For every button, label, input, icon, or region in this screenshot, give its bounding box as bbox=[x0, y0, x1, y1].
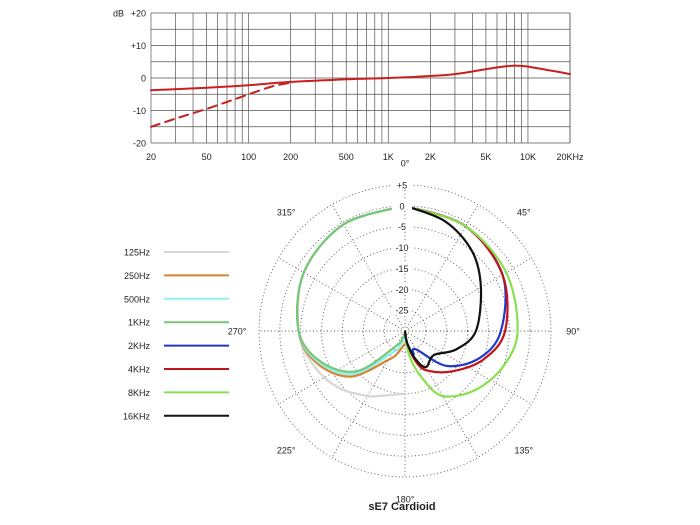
radial-tick-label: -20 bbox=[395, 285, 408, 295]
polar-series-line bbox=[403, 204, 483, 369]
frequency-response-chart: +20 +10 0 -10 -20 dB 20 50 100 200 500 1K 2K 5K 10K 20K… bbox=[113, 9, 584, 163]
frequency-tick-labels: +20 +10 0 -10 -20 dB 20 50 100 200 500 1K 2K 5K 10K 20K… bbox=[113, 9, 584, 163]
polar-ring bbox=[279, 205, 531, 457]
legend-label: 2KHz bbox=[128, 341, 151, 351]
radial-tick-bg bbox=[392, 179, 412, 190]
x-tick-label: 10K bbox=[520, 152, 536, 162]
radial-tick-bg bbox=[392, 283, 412, 295]
x-tick-label: 20 bbox=[146, 152, 156, 162]
polar-chart-title: sE7 Cardioid bbox=[368, 501, 435, 513]
polar-series-line bbox=[296, 204, 406, 398]
x-tick-label: 5K bbox=[480, 152, 491, 162]
angle-label: 45° bbox=[517, 208, 531, 218]
radial-tick-bg bbox=[392, 241, 412, 253]
x-tick-label: 50 bbox=[202, 152, 212, 162]
angle-label: 135° bbox=[514, 445, 533, 455]
series-line-solid bbox=[150, 64, 571, 92]
legend-label: 1KHz bbox=[128, 318, 151, 328]
legend-label: 125Hz bbox=[124, 248, 151, 258]
polar-series-line bbox=[295, 204, 407, 373]
x-tick-label: 1K bbox=[383, 152, 394, 162]
polar-spoke bbox=[278, 330, 406, 405]
radial-tick-label: -5 bbox=[398, 222, 406, 232]
legend-label: 250Hz bbox=[124, 271, 151, 281]
y-tick-label: 0 bbox=[141, 74, 146, 84]
frequency-series bbox=[150, 64, 571, 128]
radial-tick-label: +5 bbox=[397, 181, 407, 191]
radial-tick-label: -10 bbox=[395, 243, 408, 253]
angle-label: 180° bbox=[396, 495, 415, 505]
polar-ring bbox=[383, 309, 427, 353]
polar-pattern-chart: +5 0 -5 -10 -15 -20 -25 0° 45° 90° 135° 180° 225° 270… bbox=[228, 159, 581, 505]
angle-label: 90° bbox=[566, 327, 580, 337]
radial-tick-bg bbox=[392, 220, 412, 232]
legend-label: 8KHz bbox=[128, 388, 151, 398]
polar-spoke bbox=[404, 257, 532, 332]
series-line-dashed bbox=[150, 81, 292, 128]
radial-tick-bg bbox=[392, 199, 412, 211]
angle-label: 0° bbox=[401, 159, 410, 169]
x-tick-label: 20KHz bbox=[556, 152, 584, 162]
y-tick-label: -20 bbox=[133, 139, 146, 149]
legend-label: 500Hz bbox=[124, 294, 151, 304]
x-tick-label: 200 bbox=[283, 152, 298, 162]
polar-series-line bbox=[403, 204, 519, 398]
x-tick-label: 2K bbox=[425, 152, 436, 162]
polar-series-line bbox=[296, 204, 407, 376]
radial-tick-bg bbox=[392, 304, 412, 316]
polar-labels: +5 0 -5 -10 -15 -20 -25 0° 45° 90° 135° 180° 225° 270… bbox=[228, 159, 581, 505]
radial-tick-bg bbox=[392, 262, 412, 274]
polar-spoke bbox=[404, 204, 479, 332]
frequency-grid bbox=[150, 12, 571, 144]
radial-tick-label: 0 bbox=[399, 201, 404, 211]
radial-tick-label: -15 bbox=[395, 264, 408, 274]
radial-tick-label: -25 bbox=[395, 306, 408, 316]
x-tick-label: 100 bbox=[241, 152, 256, 162]
x-tick-label: 500 bbox=[339, 152, 354, 162]
polar-series bbox=[295, 204, 519, 398]
y-tick-label: +10 bbox=[131, 41, 146, 51]
legend-label: 4KHz bbox=[128, 365, 151, 375]
y-axis-unit-label: dB bbox=[113, 9, 124, 19]
polar-ring bbox=[258, 184, 552, 478]
angle-label: 225° bbox=[277, 445, 296, 455]
angle-label: 315° bbox=[277, 208, 296, 218]
legend-label: 16KHz bbox=[123, 411, 151, 421]
legend: 125Hz 250Hz 500Hz 1KHz 2KHz 4KHz 8KHz 16KHz bbox=[123, 248, 229, 421]
y-tick-label: +20 bbox=[131, 9, 146, 19]
y-tick-label: -10 bbox=[133, 106, 146, 116]
angle-label: 270° bbox=[228, 327, 247, 337]
